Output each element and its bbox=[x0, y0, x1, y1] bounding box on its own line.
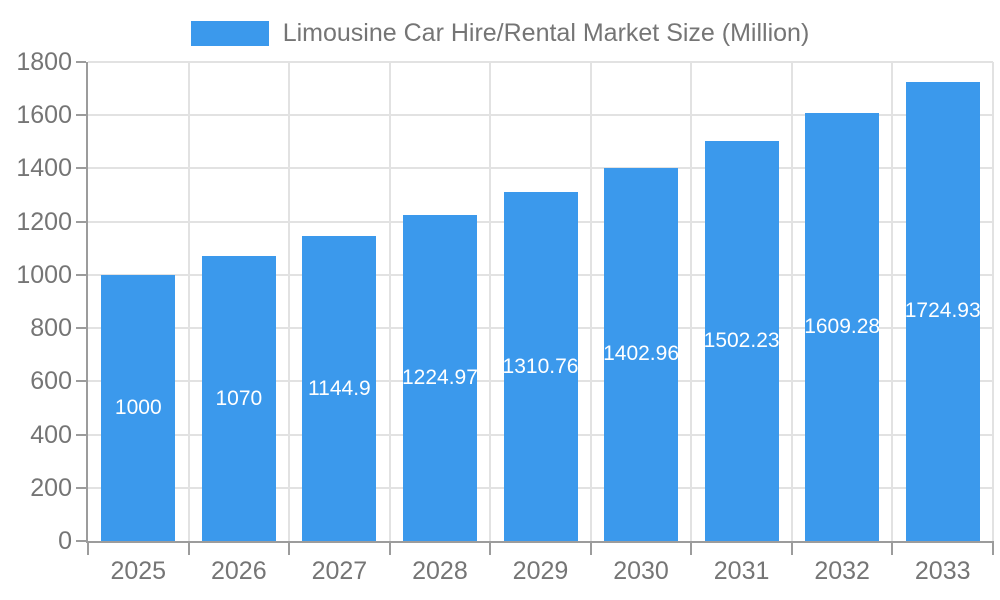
bar-value-label: 1000 bbox=[114, 395, 162, 419]
y-grid-line bbox=[88, 167, 993, 170]
x-axis-tick bbox=[690, 541, 693, 555]
x-grid-line bbox=[388, 62, 391, 541]
bar: 1070 bbox=[201, 256, 276, 541]
bar-value-label: 1724.93 bbox=[905, 299, 980, 323]
x-axis-tick bbox=[489, 541, 492, 555]
x-axis-label: 2026 bbox=[211, 557, 267, 585]
x-axis-label: 2025 bbox=[110, 557, 167, 585]
x-axis-label: 2028 bbox=[412, 557, 468, 585]
bar: 1502.23 bbox=[704, 141, 779, 541]
x-axis-tick bbox=[790, 541, 793, 555]
y-axis-tick bbox=[76, 327, 86, 330]
y-axis-label: 400 bbox=[30, 420, 72, 449]
y-axis-label: 800 bbox=[30, 314, 72, 343]
x-axis-label: 2031 bbox=[713, 557, 770, 585]
plot-area: 0 200 400 600 800 1000 1200 1400 1600 1800 2025 202… bbox=[16, 48, 994, 585]
y-grid-line bbox=[88, 114, 993, 117]
x-axis-tick bbox=[589, 541, 592, 555]
x-axis-tick bbox=[87, 541, 89, 555]
x-axis-label: 2027 bbox=[311, 557, 368, 585]
y-axis-tick bbox=[76, 486, 86, 489]
y-grid-line bbox=[88, 61, 993, 63]
x-axis-tick bbox=[992, 541, 994, 555]
bar-value-label: 1070 bbox=[215, 386, 263, 410]
y-axis-tick bbox=[76, 540, 86, 542]
y-axis-label: 1800 bbox=[16, 48, 72, 76]
x-axis-label: 2030 bbox=[613, 557, 669, 585]
x-grid-line bbox=[891, 62, 894, 541]
x-grid-line bbox=[288, 62, 291, 541]
y-axis-label: 1600 bbox=[16, 101, 72, 130]
x-grid-line bbox=[992, 62, 994, 541]
x-grid-line bbox=[790, 62, 793, 541]
x-axis-label: 2033 bbox=[914, 557, 971, 585]
bar-value-label: 1224.97 bbox=[402, 366, 477, 389]
chart-legend: Limousine Car Hire/Rental Market Size (M… bbox=[0, 19, 1000, 48]
bar: 1224.97 bbox=[402, 215, 477, 541]
x-axis-tick bbox=[288, 541, 291, 555]
legend-label: Limousine Car Hire/Rental Market Size (M… bbox=[282, 19, 810, 47]
y-axis-tick bbox=[76, 380, 86, 383]
y-axis-tick bbox=[76, 220, 86, 223]
bar: 1000 bbox=[101, 274, 176, 541]
y-axis-label: 1000 bbox=[16, 260, 72, 289]
y-axis-label: 200 bbox=[30, 473, 72, 502]
x-axis-tick bbox=[187, 541, 190, 555]
y-axis-label: 1200 bbox=[16, 207, 72, 236]
y-axis-tick bbox=[76, 167, 86, 170]
bar-value-label: 1144.9 bbox=[308, 376, 371, 400]
bar-value-label: 1609.28 bbox=[805, 314, 880, 338]
x-grid-line bbox=[187, 62, 190, 541]
x-grid-line bbox=[489, 62, 492, 541]
bar-value-label: 1402.96 bbox=[604, 342, 679, 366]
x-axis-tick bbox=[388, 541, 391, 555]
legend-swatch-icon bbox=[190, 21, 269, 46]
bar: 1310.76 bbox=[503, 192, 578, 541]
y-axis-tick bbox=[76, 433, 86, 436]
bar: 1144.9 bbox=[302, 236, 377, 541]
x-grid-line bbox=[589, 62, 592, 541]
x-grid-line bbox=[690, 62, 693, 541]
y-axis-label: 1400 bbox=[16, 154, 72, 183]
y-axis-tick bbox=[76, 114, 86, 117]
x-axis-label: 2029 bbox=[512, 557, 569, 585]
y-axis-tick bbox=[76, 273, 86, 276]
y-axis-tick bbox=[76, 61, 86, 63]
bar: 1724.93 bbox=[905, 81, 980, 541]
bar: 1402.96 bbox=[604, 167, 679, 541]
x-axis-tick bbox=[891, 541, 894, 555]
bar-value-label: 1502.23 bbox=[704, 329, 779, 353]
y-axis-label: 600 bbox=[30, 367, 72, 396]
y-axis-label: 0 bbox=[58, 527, 72, 555]
x-axis-label: 2032 bbox=[814, 557, 870, 585]
bar: 1609.28 bbox=[805, 112, 880, 541]
bar-value-label: 1310.76 bbox=[503, 354, 578, 378]
